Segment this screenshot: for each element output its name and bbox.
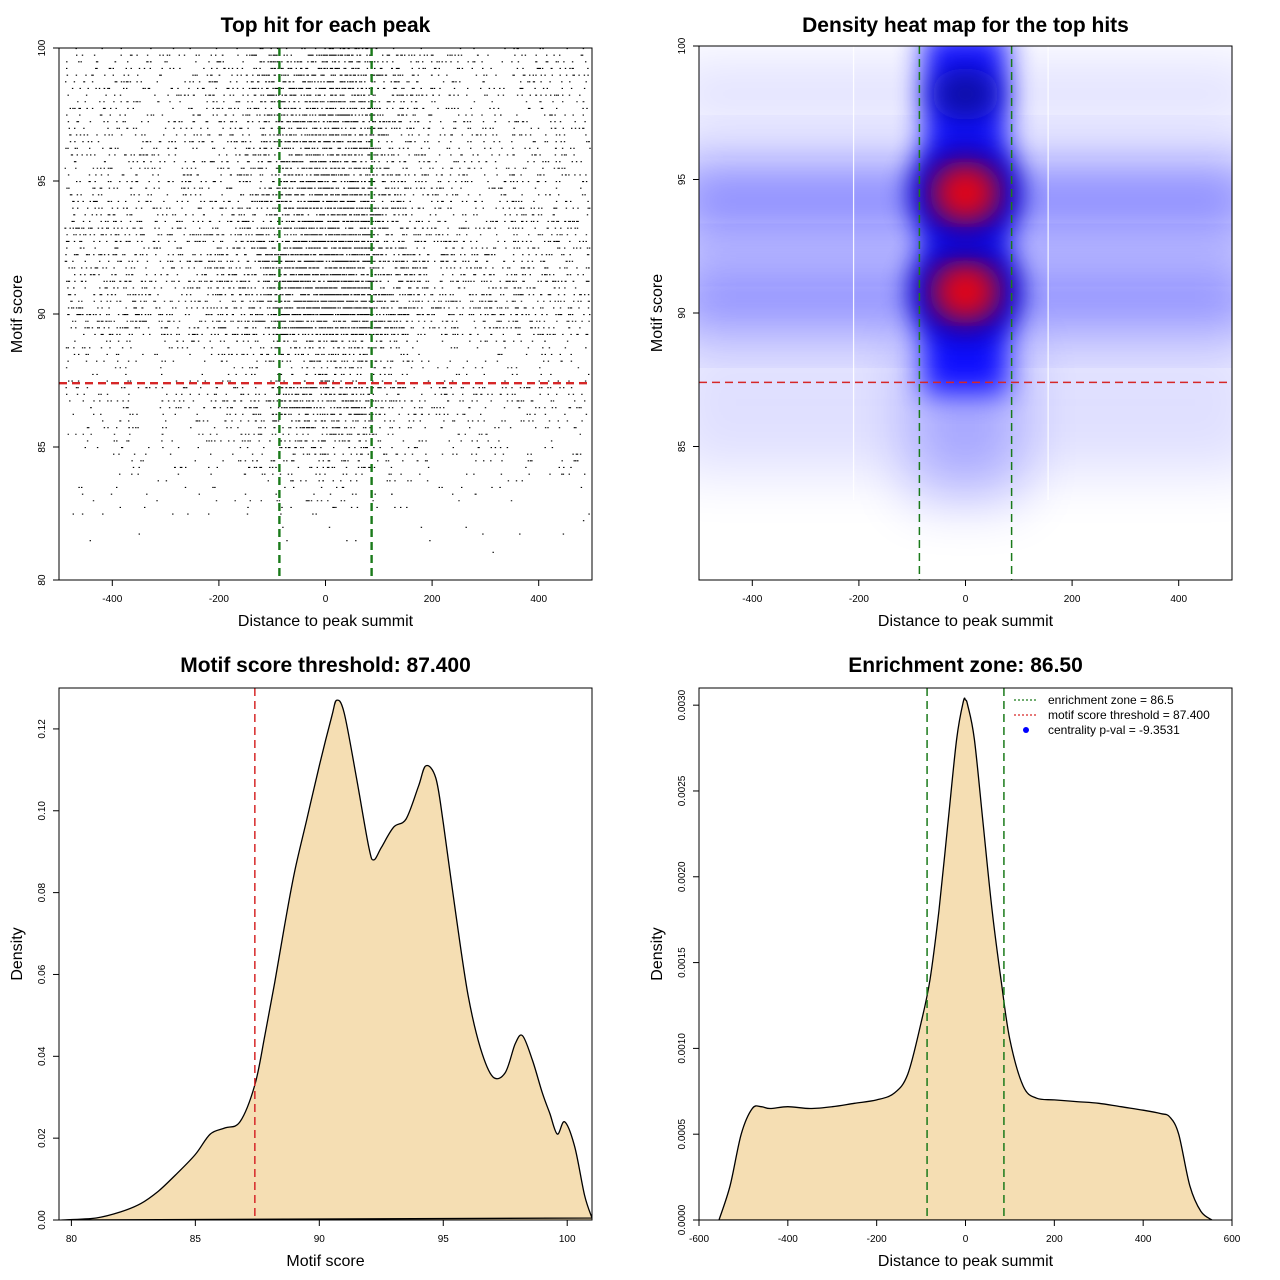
chart-panel-4: Enrichment zone: 86.50 Distance to peak s… <box>649 654 1241 1270</box>
x-tick-label: -200 <box>849 594 869 605</box>
y-tick-label: 0.06 <box>37 964 48 984</box>
y-tick-label: 80 <box>37 574 48 586</box>
x-tick-label: 0 <box>963 1234 969 1245</box>
y-tick-label: 90 <box>677 307 688 319</box>
x-tick-label: 400 <box>530 594 547 605</box>
y-tick-label: 0.0005 <box>677 1118 688 1149</box>
legend-entry: enrichment zone = 86.5 <box>1048 693 1174 707</box>
x-tick-label: 95 <box>438 1234 450 1245</box>
heatmap-hotspot-core <box>945 175 986 210</box>
y-tick-label: 100 <box>677 37 688 54</box>
y-tick-label: 0.0000 <box>677 1204 688 1235</box>
y-axis-label: Density <box>649 927 666 980</box>
chart-panel-3: Motif score threshold: 87.400 Motif score… <box>9 654 593 1270</box>
y-tick-label: 95 <box>37 175 48 187</box>
x-tick-label: -200 <box>209 594 229 605</box>
y-tick-label: 0.02 <box>37 1128 48 1148</box>
y-tick-label: 95 <box>677 174 688 186</box>
density-curve <box>61 699 592 1220</box>
chart-title: Top hit for each peak <box>221 14 431 37</box>
x-axis-label: Distance to peak summit <box>238 613 414 630</box>
y-tick-label: 0.08 <box>37 882 48 902</box>
y-tick-label: 0.0010 <box>677 1033 688 1064</box>
chart-panel-2: Density heat map for the top hits Distanc… <box>649 14 1233 630</box>
y-tick-label: 0.0015 <box>677 947 688 978</box>
plot-area <box>59 48 592 580</box>
axes: 80 85 90 95 100 0.00 0.02 0.04 0.06 0.08 0.10 0.12 <box>37 719 576 1245</box>
plot-area <box>699 46 1232 580</box>
y-tick-label: 0.10 <box>37 801 48 821</box>
axes: -400 -200 0 200 400 80 85 90 95 100 <box>37 39 547 605</box>
scatter-points <box>64 48 591 553</box>
x-tick-label: 100 <box>559 1234 576 1245</box>
plot-frame <box>58 687 593 1221</box>
chart-title: Density heat map for the top hits <box>802 14 1129 37</box>
x-tick-label: -200 <box>867 1234 887 1245</box>
density-curve <box>718 697 1214 1220</box>
chart-title: Enrichment zone: 86.50 <box>848 654 1083 677</box>
x-tick-label: 200 <box>424 594 441 605</box>
density-area <box>719 698 1212 1220</box>
chart-title: Motif score threshold: 87.400 <box>180 654 471 677</box>
heatmap-hotspot <box>931 68 1000 121</box>
y-tick-label: 90 <box>37 308 48 320</box>
x-tick-label: 200 <box>1064 594 1081 605</box>
density-area <box>61 700 592 1220</box>
y-tick-label: 0.0020 <box>677 861 688 892</box>
x-tick-label: 0 <box>323 594 329 605</box>
x-tick-label: -400 <box>778 1234 798 1245</box>
heatmap-hotspot-core <box>945 274 986 309</box>
axes: -400 -200 0 200 400 85 90 95 100 <box>677 37 1187 605</box>
x-tick-label: 80 <box>66 1234 78 1245</box>
y-tick-label: 0.0030 <box>677 689 688 720</box>
heatmap-column <box>910 339 1021 500</box>
y-axis-label: Motif score <box>9 275 26 353</box>
x-tick-label: -400 <box>102 594 122 605</box>
y-tick-label: 0.0025 <box>677 775 688 806</box>
y-tick-label: 85 <box>677 441 688 453</box>
legend-entry: motif score threshold = 87.400 <box>1048 708 1210 722</box>
y-tick-label: 0.12 <box>37 719 48 739</box>
y-axis-label: Density <box>9 927 26 980</box>
plot-area <box>718 688 1214 1220</box>
x-tick-label: 400 <box>1170 594 1187 605</box>
x-axis-label: Distance to peak summit <box>878 613 1054 630</box>
x-axis-label: Distance to peak summit <box>878 1253 1054 1270</box>
y-tick-label: 0.04 <box>37 1046 48 1066</box>
chart-panel-1: Top hit for each peak Distance to peak su… <box>9 14 593 630</box>
y-tick-label: 85 <box>37 441 48 453</box>
x-tick-label: 90 <box>314 1234 326 1245</box>
x-tick-label: 85 <box>190 1234 202 1245</box>
axes: -600 -400 -200 0 200 400 600 0.0000 0.0005 0.0010… <box>677 689 1241 1245</box>
legend-entry: centrality p-val = -9.3531 <box>1048 723 1180 737</box>
x-tick-label: 600 <box>1224 1234 1241 1245</box>
x-tick-label: 0 <box>963 594 969 605</box>
x-axis-label: Motif score <box>286 1253 364 1270</box>
y-axis-label: Motif score <box>649 274 666 352</box>
x-tick-label: -600 <box>689 1234 709 1245</box>
x-tick-label: 400 <box>1135 1234 1152 1245</box>
plot-area <box>61 688 592 1220</box>
y-tick-label: 0.00 <box>37 1210 48 1230</box>
y-tick-label: 100 <box>37 39 48 56</box>
x-tick-label: 200 <box>1046 1234 1063 1245</box>
legend-marker <box>1023 727 1029 733</box>
x-tick-label: -400 <box>742 594 762 605</box>
